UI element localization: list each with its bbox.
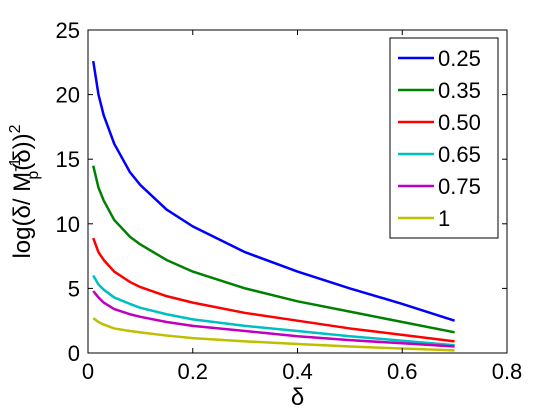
x-tick-label: 0.2 xyxy=(177,359,208,384)
series-lines xyxy=(92,60,456,352)
series-line-0 xyxy=(92,60,456,322)
legend-label-3: 0.65 xyxy=(438,142,481,167)
y-tick-label: 0 xyxy=(68,341,80,366)
y-tick-label: 5 xyxy=(68,276,80,301)
axes: 0 0.2 0.4 0.6 0.8 0 5 10 15 20 25 xyxy=(56,18,523,384)
series-line-1 xyxy=(92,165,455,334)
y-tick-label: 25 xyxy=(56,18,80,43)
series-line-5 xyxy=(92,317,455,352)
y-axis-label: log(δ/ M-1p(δ))2 xyxy=(7,124,42,258)
legend-label-1: 0.35 xyxy=(438,78,481,103)
y-tick-label: 15 xyxy=(56,147,80,172)
legend-label-4: 0.75 xyxy=(438,174,481,199)
legend: 0.25 0.35 0.50 0.65 0.75 1 xyxy=(389,37,499,239)
x-tick-label: 0 xyxy=(82,359,94,384)
x-tick-label: 0.6 xyxy=(387,359,418,384)
x-tick-label: 0.4 xyxy=(282,359,313,384)
x-tick-label: 0.8 xyxy=(492,359,523,384)
legend-label-5: 1 xyxy=(438,206,450,231)
series-line-4 xyxy=(92,290,455,348)
x-axis-label: δ xyxy=(291,384,304,411)
y-tick-label: 10 xyxy=(56,212,80,237)
series-line-3 xyxy=(92,274,455,347)
legend-box xyxy=(389,37,499,239)
legend-label-0: 0.25 xyxy=(438,46,481,71)
legend-label-2: 0.50 xyxy=(438,110,481,135)
y-tick-label: 20 xyxy=(56,83,80,108)
series-line-2 xyxy=(92,237,455,343)
